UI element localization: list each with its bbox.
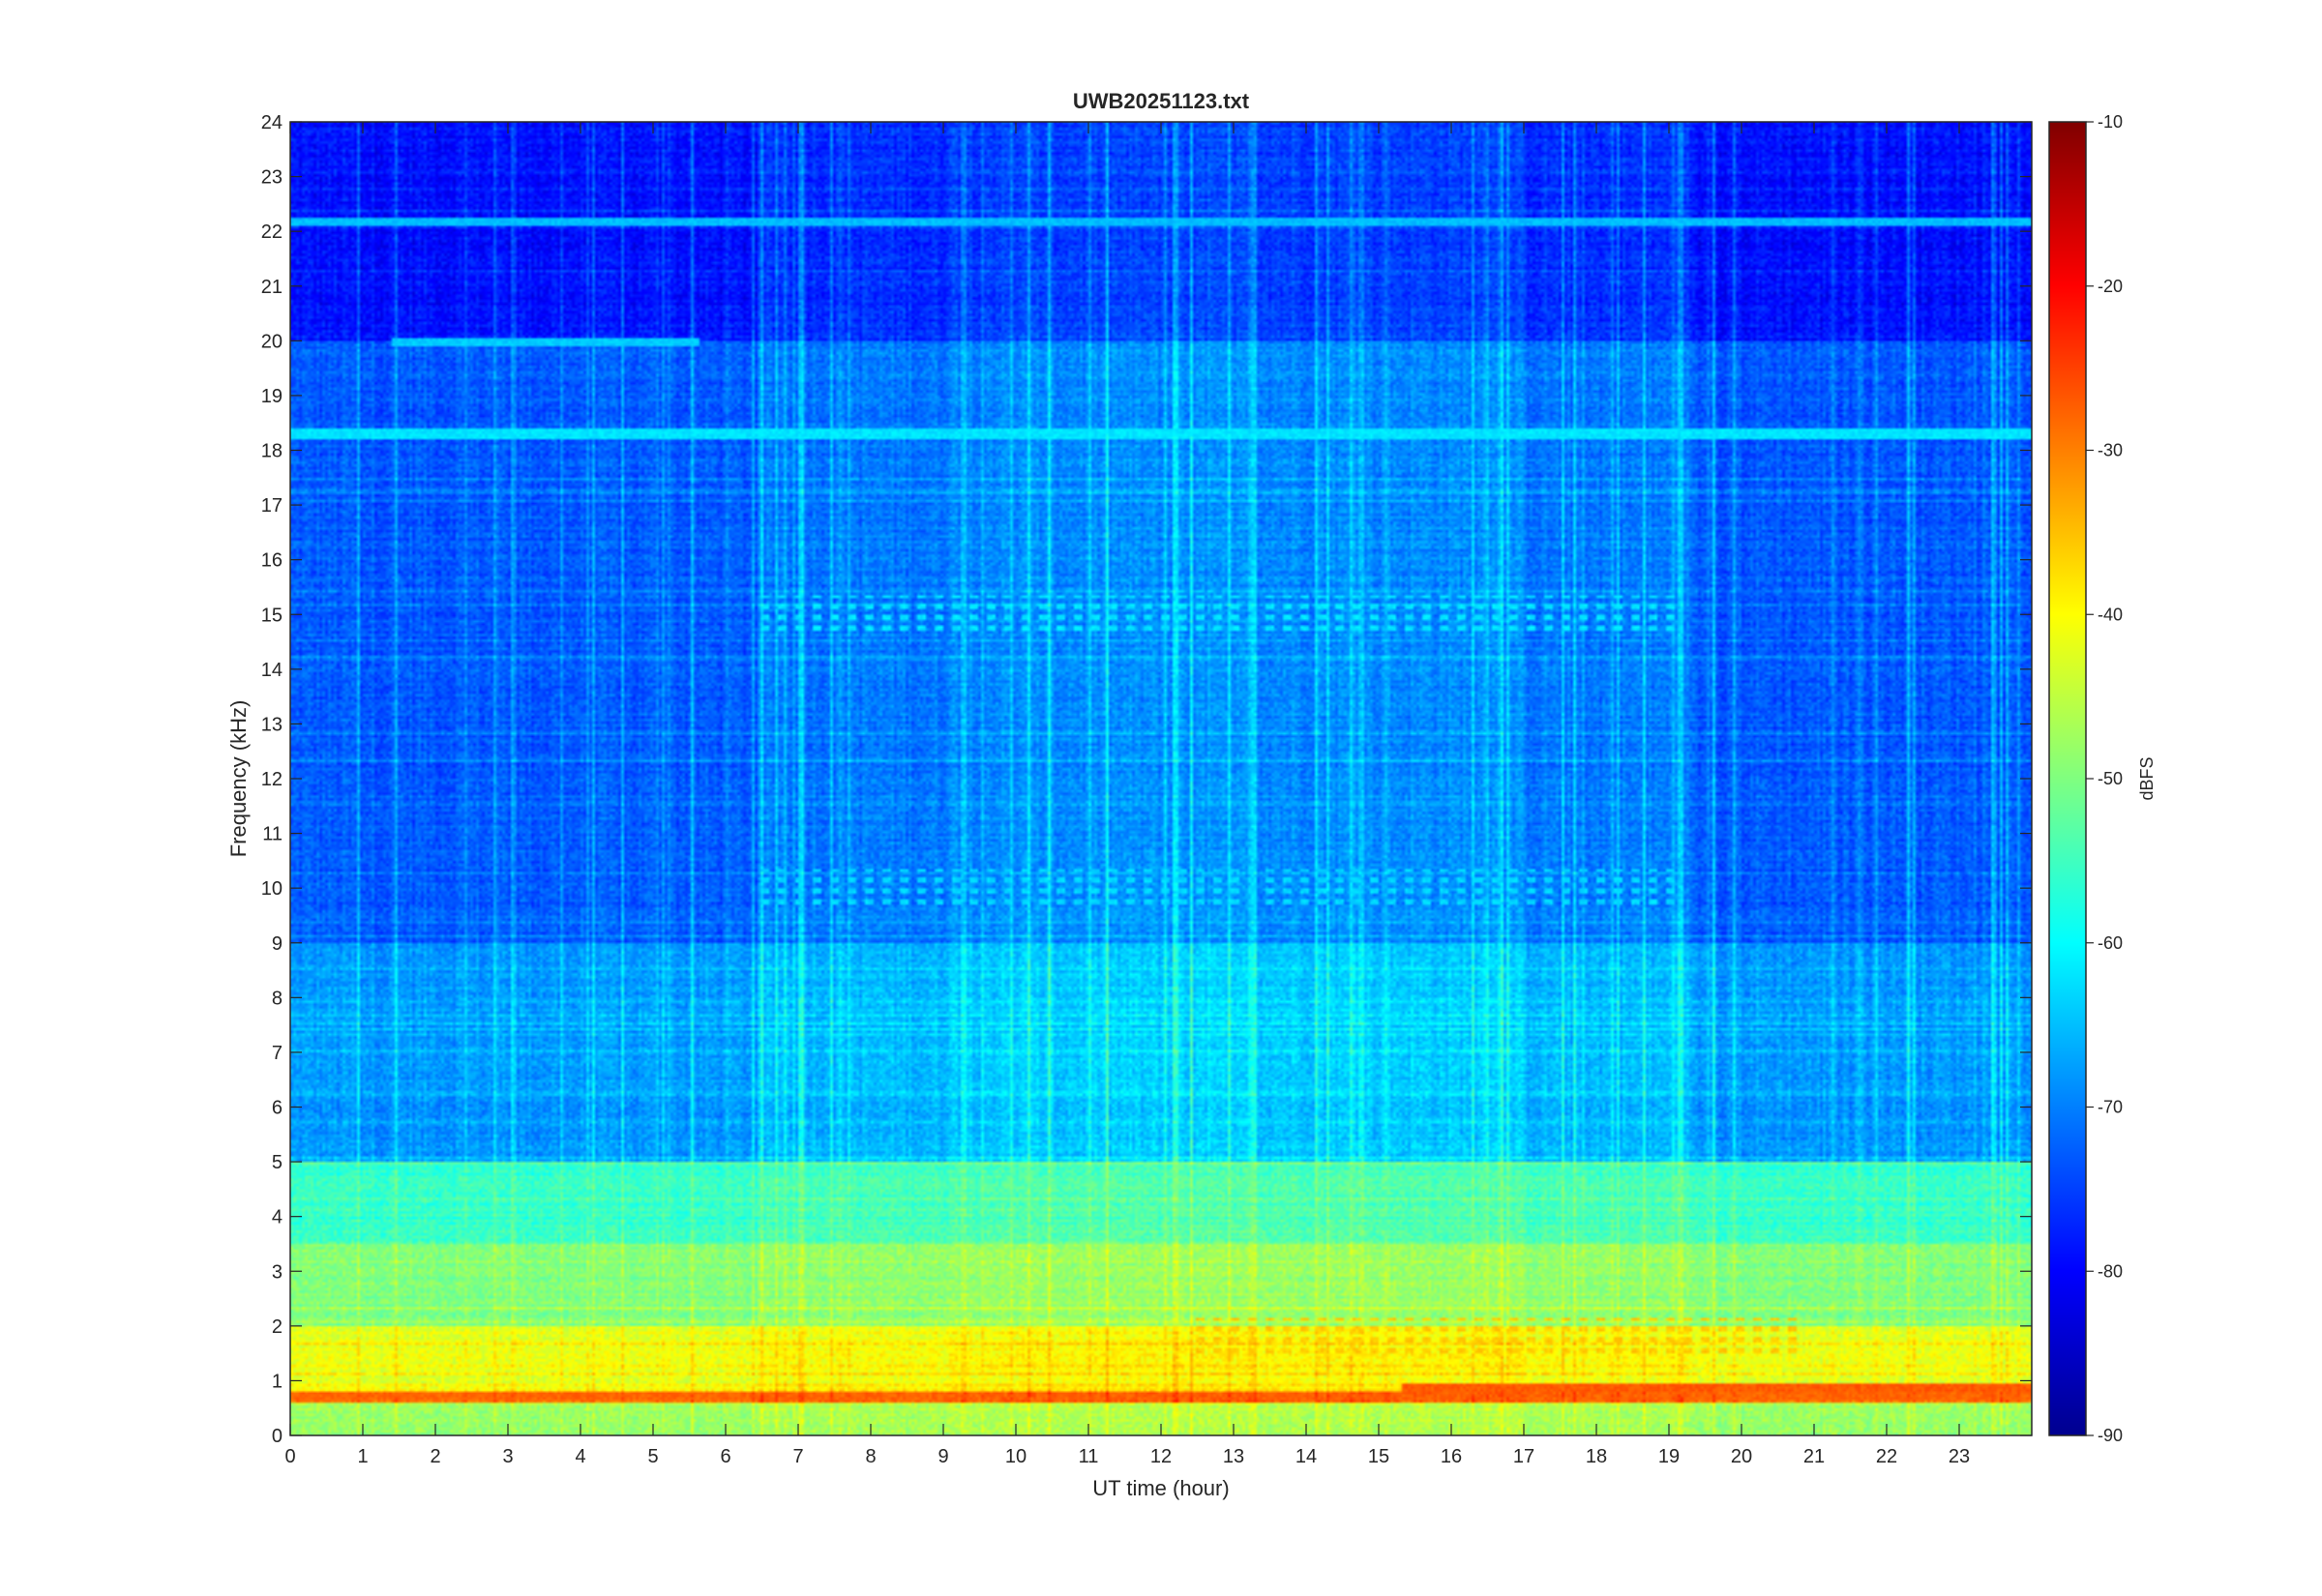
y-tick-label: 20 [261, 331, 283, 352]
colorbar-tick-label: -90 [2098, 1426, 2123, 1445]
y-tick-label: 4 [272, 1207, 283, 1228]
x-tick-label: 10 [1005, 1446, 1027, 1467]
y-tick-label: 18 [261, 441, 283, 462]
x-axis: 0 1 2 3 4 5 6 7 8 9 10 11 12 13 14 15 16 17 18 19 20 21 22 23 [284, 122, 1970, 1467]
colorbar-tick-label: -10 [2098, 112, 2123, 132]
x-axis-label: UT time (hour) [1092, 1476, 1229, 1500]
colorbar-tick-label: -70 [2098, 1098, 2123, 1117]
colorbar-tick-label: -30 [2098, 441, 2123, 460]
x-tick-label: 1 [357, 1446, 368, 1467]
y-tick-label: 8 [272, 988, 283, 1009]
y-tick-label: 15 [261, 605, 283, 626]
y-tick-label: 23 [261, 167, 283, 189]
y-tick-label: 7 [272, 1043, 283, 1064]
colorbar-label: dBFS [2137, 756, 2157, 800]
x-tick-label: 7 [792, 1446, 803, 1467]
x-tick-label: 4 [575, 1446, 585, 1467]
x-tick-label: 23 [1949, 1446, 1970, 1467]
colorbar-tick-label: -20 [2098, 277, 2123, 296]
x-tick-label: 16 [1441, 1446, 1462, 1467]
chart-title: UWB20251123.txt [1073, 89, 1250, 113]
x-tick-label: 20 [1731, 1446, 1752, 1467]
x-tick-label: 15 [1368, 1446, 1389, 1467]
x-tick-label: 9 [938, 1446, 948, 1467]
y-tick-label: 17 [261, 495, 283, 517]
x-tick-label: 13 [1223, 1446, 1244, 1467]
y-tick-label: 16 [261, 550, 283, 572]
y-tick-label: 14 [261, 660, 283, 681]
x-tick-label: 2 [430, 1446, 440, 1467]
y-tick-label: 5 [272, 1152, 283, 1173]
y-tick-label: 21 [261, 277, 283, 298]
y-tick-label: 11 [262, 824, 283, 845]
y-tick-label: 24 [261, 112, 283, 133]
colorbar-tick-label: -50 [2098, 769, 2123, 788]
x-tick-label: 21 [1803, 1446, 1825, 1467]
x-tick-label: 17 [1513, 1446, 1534, 1467]
y-tick-label: 1 [272, 1371, 283, 1392]
y-tick-label: 19 [261, 386, 283, 407]
x-tick-label: 14 [1295, 1446, 1317, 1467]
colorbar [2048, 121, 2087, 1436]
x-tick-label: 5 [647, 1446, 658, 1467]
y-axis-label: Frequency (kHz) [226, 700, 251, 858]
y-tick-label: 9 [272, 933, 283, 955]
x-tick-label: 0 [284, 1446, 295, 1467]
x-tick-label: 6 [720, 1446, 730, 1467]
y-tick-label: 2 [272, 1316, 283, 1338]
spectrogram-heatmap [290, 122, 2032, 1435]
x-tick-label: 8 [865, 1446, 876, 1467]
colorbar-tick-label: -40 [2098, 605, 2123, 624]
colorbar-tick-label: -60 [2098, 933, 2123, 953]
y-tick-label: 0 [272, 1426, 283, 1447]
x-tick-label: 3 [502, 1446, 513, 1467]
y-tick-label: 10 [261, 878, 283, 900]
x-tick-label: 12 [1150, 1446, 1172, 1467]
y-tick-label: 13 [261, 714, 283, 735]
colorbar-axis: -10 -20 -30 -40 -50 -60 -70 -80 -90 [2086, 112, 2123, 1445]
x-tick-label: 22 [1876, 1446, 1897, 1467]
x-tick-label: 19 [1658, 1446, 1680, 1467]
colorbar-tick-label: -80 [2098, 1261, 2123, 1281]
y-tick-label: 3 [272, 1261, 283, 1283]
y-tick-label: 12 [261, 769, 283, 790]
x-tick-label: 18 [1586, 1446, 1607, 1467]
y-tick-label: 6 [272, 1098, 283, 1119]
y-tick-label: 22 [261, 222, 283, 243]
x-tick-label: 11 [1079, 1446, 1099, 1467]
